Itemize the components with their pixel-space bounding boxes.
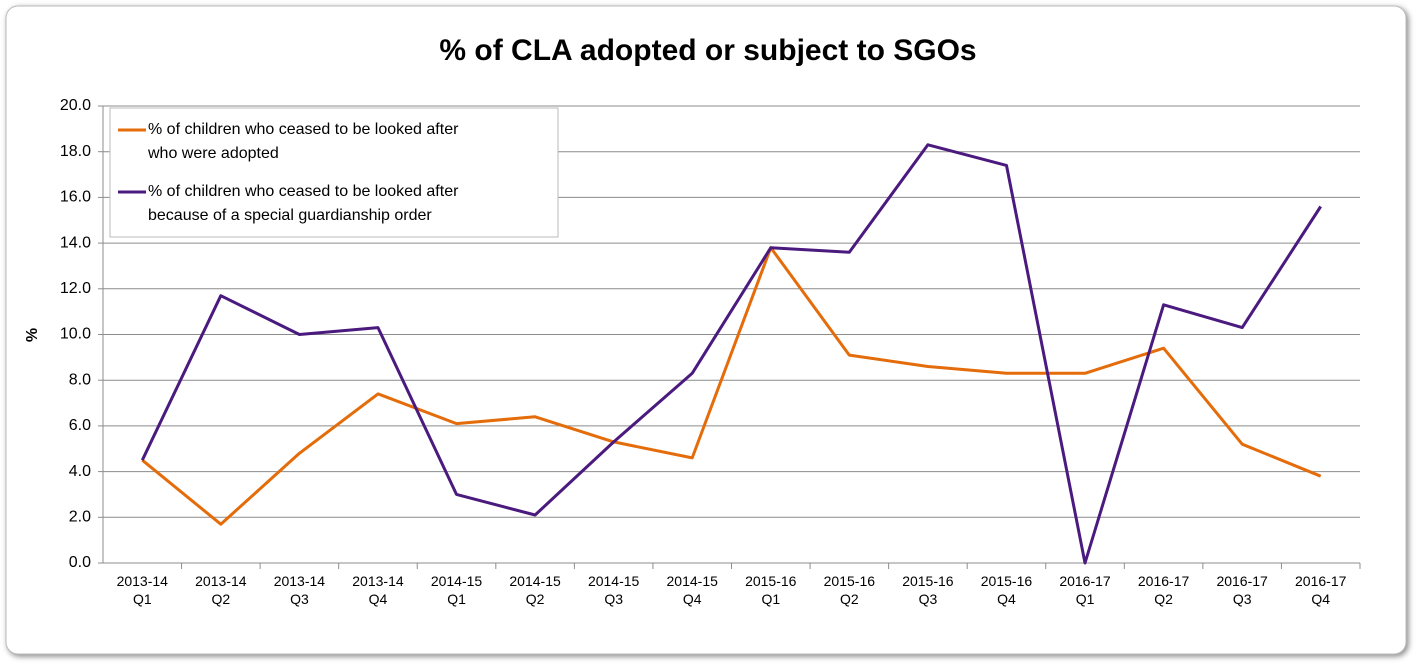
x-tick-label: 2014-15 Q2 [509, 573, 561, 607]
x-tick-label: 2016-17 Q1 [1059, 573, 1111, 607]
y-axis-label: % [24, 328, 41, 342]
y-tick-label: 14.0 [60, 234, 91, 251]
legend-label: % of children who ceased to be looked af… [147, 121, 459, 162]
y-tick-label: 16.0 [60, 189, 91, 206]
x-tick-label: 2014-15 Q4 [667, 573, 719, 607]
series-line [140, 143, 1322, 565]
y-tick-label: 6.0 [69, 417, 91, 434]
x-tick-label: 2016-17 Q2 [1138, 573, 1190, 607]
y-tick-label: 12.0 [60, 280, 91, 297]
y-tick-label: 20.0 [60, 97, 91, 114]
x-tick-label: 2014-15 Q3 [588, 573, 640, 607]
x-tick-label: 2013-14 Q1 [117, 573, 169, 607]
x-tick-label: 2015-16 Q3 [902, 573, 954, 607]
legend-label: % of children who ceased to be looked af… [148, 183, 459, 224]
x-tick-label: 2015-16 Q4 [981, 573, 1033, 607]
x-tick-label: 2013-14 Q3 [274, 573, 326, 607]
x-tick-label: 2013-14 Q2 [195, 573, 247, 607]
x-tick-label: 2016-17 Q3 [1216, 573, 1268, 607]
chart-title: % of CLA adopted or subject to SGOs [439, 34, 976, 67]
x-tick-label: 2015-16 Q1 [745, 573, 797, 607]
legend-box [109, 107, 559, 238]
x-tick-label: 2014-15 Q1 [431, 573, 483, 607]
x-tick-label: 2016-17 Q4 [1295, 573, 1347, 607]
y-tick-label: 8.0 [69, 371, 91, 388]
y-tick-label: 2.0 [69, 509, 91, 526]
y-tick-label: 4.0 [69, 463, 91, 480]
x-tick-label: 2015-16 Q2 [824, 573, 876, 607]
series-line [141, 246, 1322, 526]
y-tick-label: 10.0 [60, 326, 91, 343]
chart-frame [5, 5, 1407, 655]
y-tick-label: 0.0 [69, 554, 91, 571]
y-tick-label: 18.0 [60, 143, 91, 160]
x-tick-label: 2013-14 Q4 [352, 573, 404, 607]
